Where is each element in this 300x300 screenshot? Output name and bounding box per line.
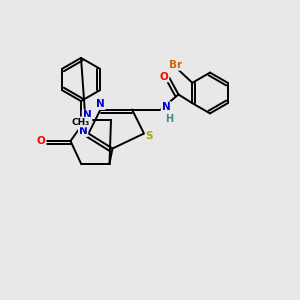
Text: H: H <box>165 114 174 124</box>
Text: N: N <box>161 102 170 112</box>
Text: S: S <box>146 131 153 141</box>
Text: N: N <box>82 110 91 121</box>
Text: CH₃: CH₃ <box>72 118 90 127</box>
Text: N: N <box>96 99 105 109</box>
Text: O: O <box>37 136 46 146</box>
Text: O: O <box>160 71 169 82</box>
Text: Br: Br <box>169 60 182 70</box>
Text: N: N <box>79 126 88 136</box>
